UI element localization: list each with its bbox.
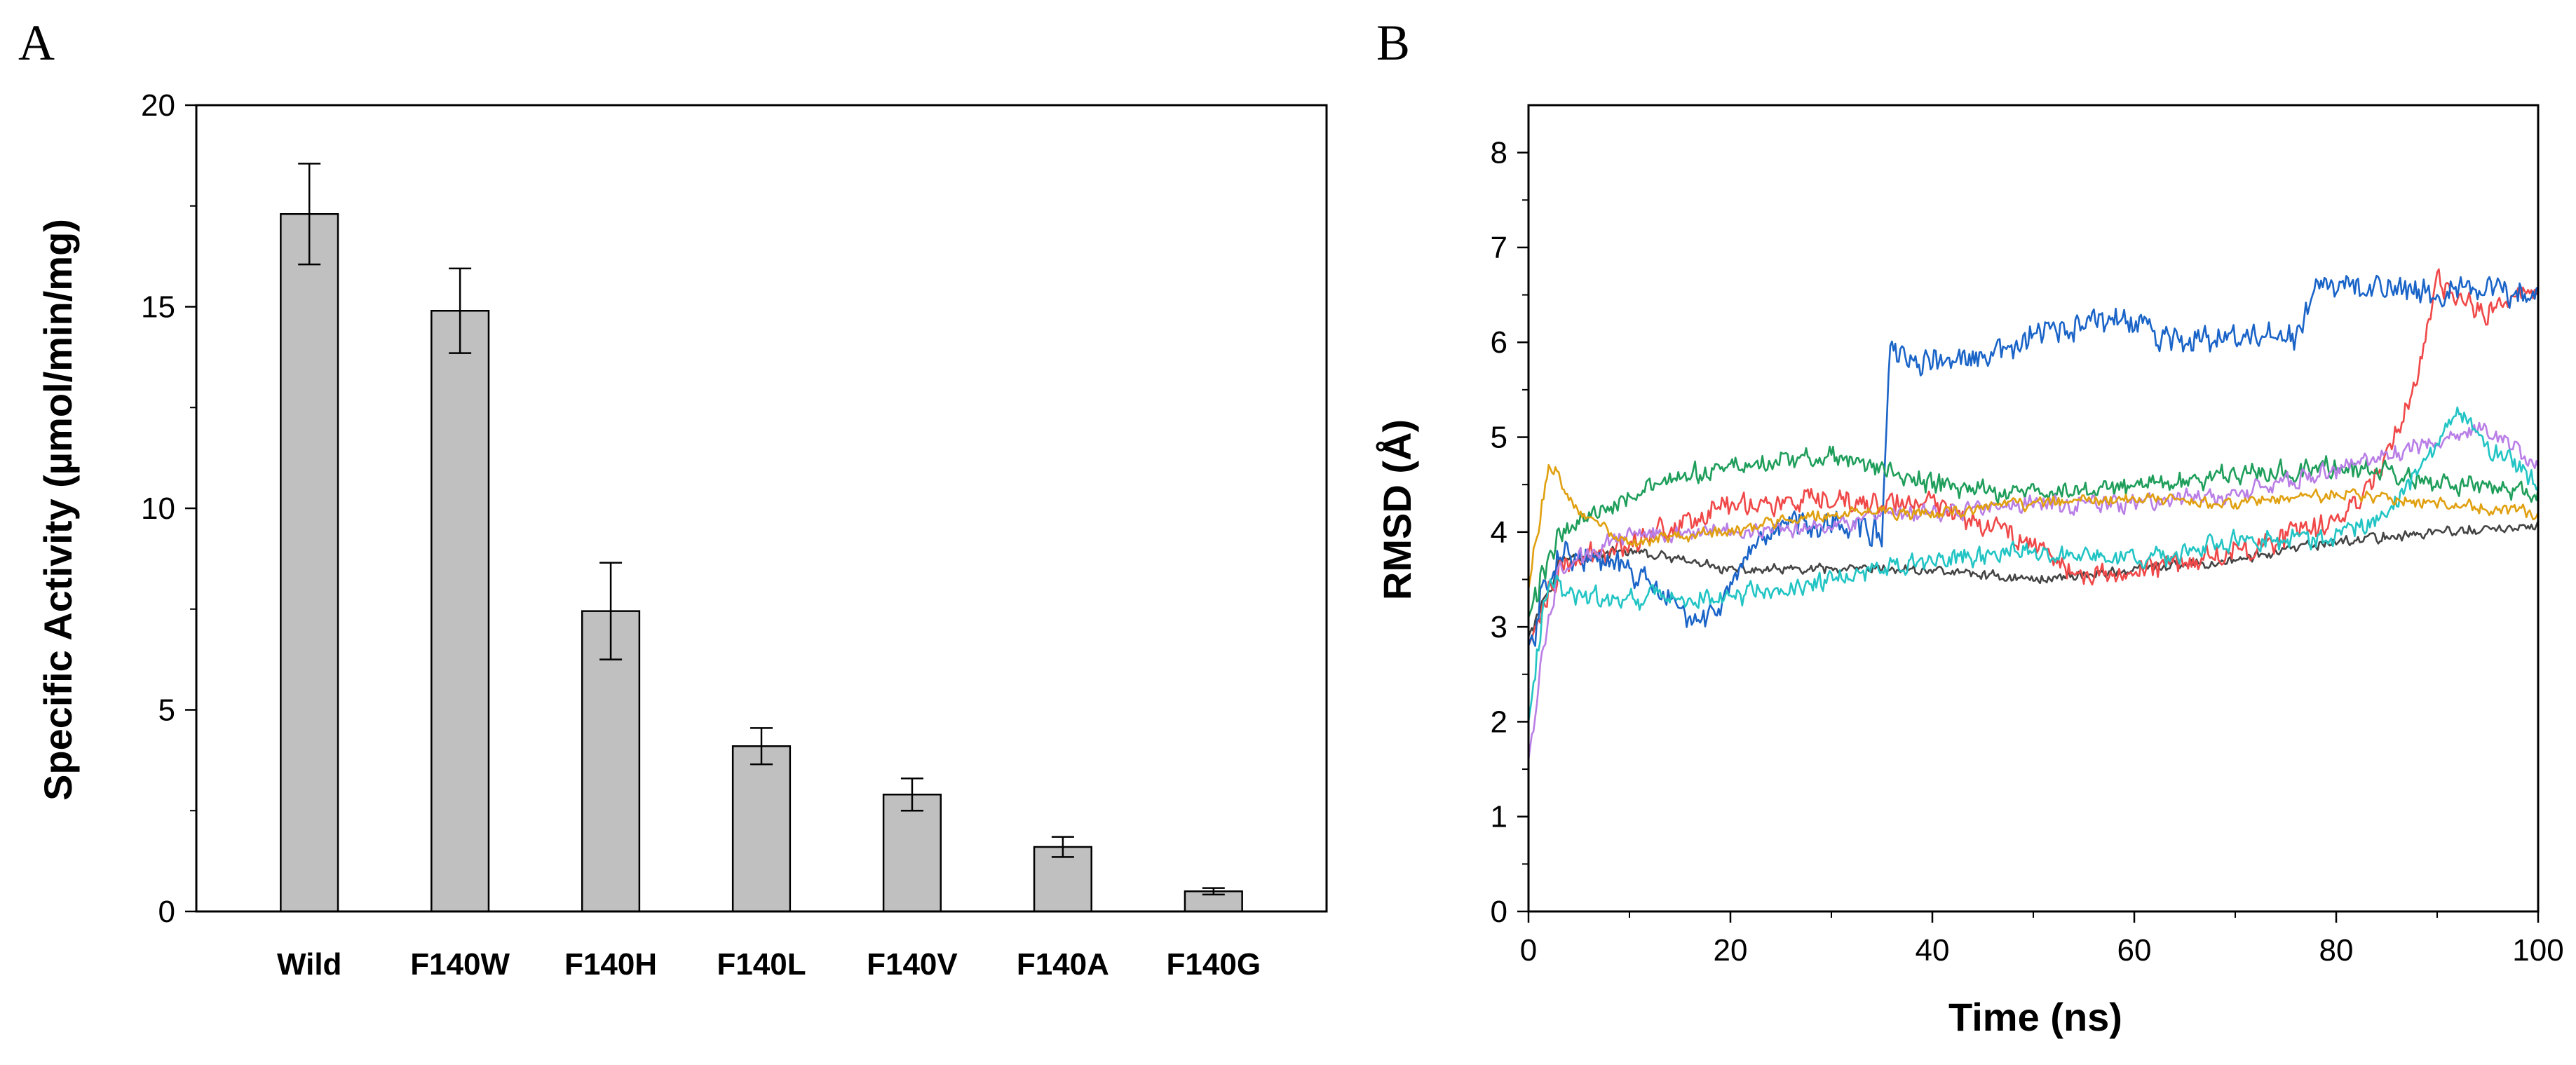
y-tick-label: 0: [158, 895, 175, 929]
x-tick-label: 20: [1714, 933, 1748, 968]
panel-b-letter: B: [1376, 15, 1410, 71]
bar-wild: [280, 213, 339, 913]
error-bar-f140w: [449, 267, 472, 354]
y-tick-label: 1: [1491, 800, 1507, 834]
x-tick-label: 40: [1916, 933, 1950, 968]
x-category-label: F140H: [564, 947, 657, 982]
rmsd-line-black: [1527, 520, 2540, 911]
y-tick-label: 8: [1491, 136, 1507, 170]
bar-f140w: [431, 310, 490, 913]
rmsd-line-orange: [1527, 463, 2540, 911]
x-tick-label: 60: [2117, 933, 2152, 968]
panel-a-y-axis-title: Specific Activity (µmol/min/mg): [36, 219, 80, 801]
y-tick-label: 20: [141, 88, 175, 123]
y-tick-label: 5: [158, 693, 175, 728]
y-tick-label: 2: [1491, 705, 1507, 739]
x-category-label: F140L: [717, 947, 806, 982]
y-tick-label: 4: [1491, 515, 1507, 550]
panel-b-y-axis-title: RMSD (Å): [1375, 419, 1419, 600]
error-bar-f140a: [1051, 836, 1074, 858]
y-tick-label: 3: [1491, 610, 1507, 644]
x-category-label: Wild: [277, 947, 341, 982]
x-tick-label: 100: [2512, 933, 2563, 968]
y-tick-label: 0: [1491, 895, 1507, 929]
y-tick-label: 5: [1491, 421, 1507, 455]
y-tick-label: 6: [1491, 325, 1507, 360]
bar-f140v: [882, 794, 942, 913]
error-bar-f140l: [750, 727, 773, 766]
x-category-label: F140A: [1017, 947, 1109, 982]
panel-b-x-axis-title: Time (ns): [1948, 995, 2122, 1039]
bar-f140h: [581, 610, 641, 913]
bar-f140l: [731, 745, 792, 913]
rmsd-line-cyan: [1527, 406, 2540, 911]
panel-b-plot-frame: [1527, 104, 2540, 913]
x-tick-label: 80: [2319, 933, 2354, 968]
rmsd-line-blue: [1527, 274, 2539, 911]
error-bar-f140g: [1202, 887, 1225, 896]
y-tick-label: 10: [141, 491, 175, 526]
y-tick-label: 7: [1491, 231, 1507, 265]
x-category-label: F140W: [410, 947, 510, 982]
panel-a-plot-frame: [195, 104, 1328, 913]
error-bar-wild: [298, 163, 321, 266]
x-category-label: F140G: [1167, 947, 1261, 982]
error-bar-f140v: [900, 778, 923, 812]
rmsd-line-red: [1527, 268, 2540, 911]
x-tick-label: 0: [1520, 933, 1537, 968]
rmsd-line-green: [1527, 445, 2540, 911]
y-tick-label: 15: [141, 290, 175, 325]
panel-a-letter: A: [18, 15, 55, 71]
x-category-label: F140V: [867, 947, 958, 982]
panel-a-bar-chart: Specific Activity (µmol/min/mg) 0 5 10 15 20…: [36, 88, 1328, 982]
error-bar-f140h: [599, 562, 623, 660]
